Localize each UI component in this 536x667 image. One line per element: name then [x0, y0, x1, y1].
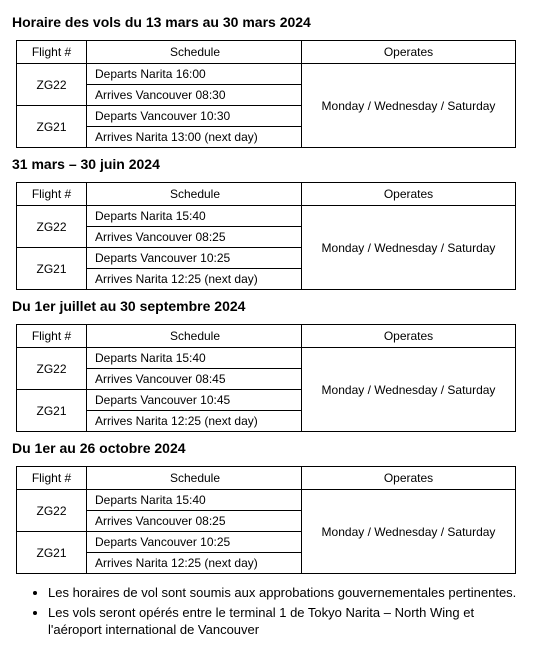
- schedule-cell: Departs Vancouver 10:25Arrives Narita 12…: [87, 248, 302, 290]
- table-row: ZG22Departs Narita 15:40Arrives Vancouve…: [17, 206, 516, 248]
- col-header-schedule: Schedule: [87, 467, 302, 490]
- col-header-flight: Flight #: [17, 183, 87, 206]
- operates-cell: Monday / Wednesday / Saturday: [302, 64, 516, 148]
- operates-cell: Monday / Wednesday / Saturday: [302, 348, 516, 432]
- schedule-table: Flight #ScheduleOperatesZG22Departs Nari…: [16, 466, 516, 574]
- flight-number: ZG21: [17, 248, 87, 290]
- section-title: Horaire des vols du 13 mars au 30 mars 2…: [12, 14, 524, 30]
- note-item: Les vols seront opérés entre le terminal…: [48, 604, 524, 639]
- operates-cell: Monday / Wednesday / Saturday: [302, 206, 516, 290]
- section-title: 31 mars – 30 juin 2024: [12, 156, 524, 172]
- schedule-cell: Departs Narita 15:40Arrives Vancouver 08…: [87, 348, 302, 390]
- schedule-table: Flight #ScheduleOperatesZG22Departs Nari…: [16, 324, 516, 432]
- col-header-flight: Flight #: [17, 467, 87, 490]
- arrival-text: Arrives Narita 12:25 (next day): [87, 410, 301, 431]
- arrival-text: Arrives Vancouver 08:25: [87, 226, 301, 247]
- arrival-text: Arrives Vancouver 08:45: [87, 368, 301, 389]
- flight-number: ZG22: [17, 206, 87, 248]
- flight-number: ZG22: [17, 348, 87, 390]
- flight-number: ZG22: [17, 490, 87, 532]
- departure-text: Departs Vancouver 10:25: [87, 248, 301, 268]
- arrival-text: Arrives Vancouver 08:25: [87, 510, 301, 531]
- col-header-schedule: Schedule: [87, 41, 302, 64]
- section-title: Du 1er juillet au 30 septembre 2024: [12, 298, 524, 314]
- departure-text: Departs Vancouver 10:30: [87, 106, 301, 126]
- schedule-cell: Departs Vancouver 10:45Arrives Narita 12…: [87, 390, 302, 432]
- col-header-operates: Operates: [302, 325, 516, 348]
- operates-cell: Monday / Wednesday / Saturday: [302, 490, 516, 574]
- schedule-cell: Departs Vancouver 10:25Arrives Narita 12…: [87, 532, 302, 574]
- arrival-text: Arrives Vancouver 08:30: [87, 84, 301, 105]
- section-title: Du 1er au 26 octobre 2024: [12, 440, 524, 456]
- col-header-schedule: Schedule: [87, 183, 302, 206]
- arrival-text: Arrives Narita 12:25 (next day): [87, 552, 301, 573]
- departure-text: Departs Narita 15:40: [87, 348, 301, 368]
- table-row: ZG22Departs Narita 15:40Arrives Vancouve…: [17, 348, 516, 390]
- col-header-flight: Flight #: [17, 325, 87, 348]
- note-item: Les horaires de vol sont soumis aux appr…: [48, 584, 524, 602]
- arrival-text: Arrives Narita 12:25 (next day): [87, 268, 301, 289]
- table-row: ZG22Departs Narita 16:00Arrives Vancouve…: [17, 64, 516, 106]
- col-header-flight: Flight #: [17, 41, 87, 64]
- schedule-cell: Departs Narita 15:40Arrives Vancouver 08…: [87, 206, 302, 248]
- schedule-cell: Departs Narita 16:00Arrives Vancouver 08…: [87, 64, 302, 106]
- departure-text: Departs Narita 16:00: [87, 64, 301, 84]
- col-header-operates: Operates: [302, 467, 516, 490]
- col-header-operates: Operates: [302, 41, 516, 64]
- table-row: ZG22Departs Narita 15:40Arrives Vancouve…: [17, 490, 516, 532]
- col-header-schedule: Schedule: [87, 325, 302, 348]
- departure-text: Departs Vancouver 10:45: [87, 390, 301, 410]
- arrival-text: Arrives Narita 13:00 (next day): [87, 126, 301, 147]
- schedule-table: Flight #ScheduleOperatesZG22Departs Nari…: [16, 40, 516, 148]
- schedule-table: Flight #ScheduleOperatesZG22Departs Nari…: [16, 182, 516, 290]
- schedule-cell: Departs Narita 15:40Arrives Vancouver 08…: [87, 490, 302, 532]
- departure-text: Departs Vancouver 10:25: [87, 532, 301, 552]
- flight-number: ZG21: [17, 390, 87, 432]
- flight-number: ZG21: [17, 106, 87, 148]
- flight-number: ZG22: [17, 64, 87, 106]
- flight-number: ZG21: [17, 532, 87, 574]
- notes-list: Les horaires de vol sont soumis aux appr…: [48, 584, 524, 639]
- departure-text: Departs Narita 15:40: [87, 490, 301, 510]
- departure-text: Departs Narita 15:40: [87, 206, 301, 226]
- col-header-operates: Operates: [302, 183, 516, 206]
- schedule-cell: Departs Vancouver 10:30Arrives Narita 13…: [87, 106, 302, 148]
